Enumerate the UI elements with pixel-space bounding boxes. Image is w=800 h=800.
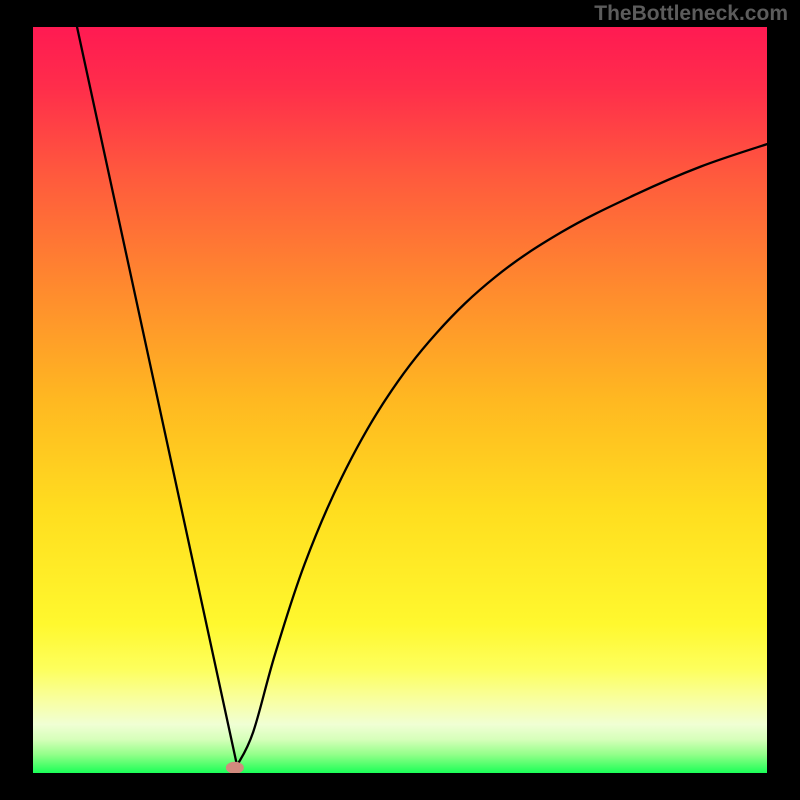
chart-area — [33, 27, 767, 773]
chart-background — [33, 27, 767, 773]
chart-svg — [33, 27, 767, 773]
watermark-text: TheBottleneck.com — [594, 2, 788, 26]
image-root: TheBottleneck.com — [0, 0, 800, 800]
